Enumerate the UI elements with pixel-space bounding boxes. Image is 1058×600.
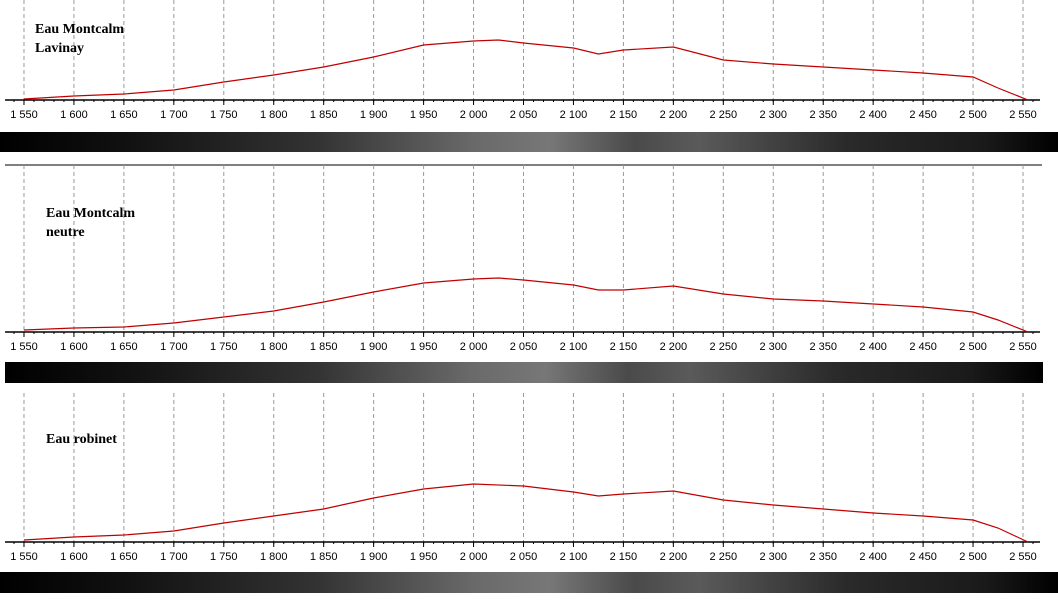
x-tick-label: 1 750 (210, 341, 238, 353)
x-tick-label: 2 100 (560, 109, 588, 121)
x-tick-label: 1 700 (160, 551, 188, 563)
spectrum-strip (0, 572, 1058, 593)
spectrum-line (23, 39, 1029, 101)
x-tick-label: 1 650 (110, 551, 138, 563)
x-tick-label: 2 400 (859, 109, 887, 121)
x-tick-label: 2 250 (710, 341, 738, 353)
x-tick-label: 1 600 (60, 341, 88, 353)
x-tick-label: 1 550 (10, 341, 38, 353)
x-tick-label: 1 650 (110, 109, 138, 121)
x-tick-label: 2 050 (510, 109, 538, 121)
x-tick-label: 2 200 (660, 341, 688, 353)
x-tick-label: 1 750 (210, 551, 238, 563)
x-tick-label: 2 450 (909, 551, 937, 563)
x-tick-label: 2 200 (660, 109, 688, 121)
x-tick-label: 2 500 (959, 341, 987, 353)
x-tick-label: 2 250 (710, 109, 738, 121)
x-tick-label: 2 200 (660, 551, 688, 563)
x-tick-label: 2 050 (510, 341, 538, 353)
x-tick-label: 1 750 (210, 109, 238, 121)
x-tick-label: 1 800 (260, 551, 288, 563)
x-tick-label: 2 150 (610, 109, 638, 121)
panel-title: Eau robinet (46, 432, 117, 447)
x-tick-label: 2 400 (859, 341, 887, 353)
x-tick-label: 1 550 (10, 551, 38, 563)
panel-title: Lavinay (35, 41, 84, 56)
x-tick-label: 1 950 (410, 341, 438, 353)
spectrum-line (23, 483, 1029, 543)
x-tick-label: 2 150 (610, 551, 638, 563)
x-tick-label: 2 150 (610, 341, 638, 353)
x-tick-label: 1 950 (410, 551, 438, 563)
x-tick-label: 1 650 (110, 341, 138, 353)
x-tick-label: 2 300 (759, 109, 787, 121)
x-tick-label: 1 700 (160, 341, 188, 353)
panel-title: Eau Montcalm (46, 206, 135, 221)
spectrum-strip (0, 132, 1058, 152)
x-tick-label: 2 000 (460, 341, 488, 353)
panel-title: Eau Montcalm (35, 22, 124, 37)
x-tick-label: 1 800 (260, 341, 288, 353)
x-tick-label: 1 550 (10, 109, 38, 121)
x-tick-label: 2 000 (460, 551, 488, 563)
panel-title: neutre (46, 225, 85, 240)
x-tick-label: 2 500 (959, 109, 987, 121)
x-tick-label: 1 900 (360, 341, 388, 353)
spectrum-line (23, 277, 1029, 333)
x-tick-label: 1 600 (60, 551, 88, 563)
x-tick-label: 2 450 (909, 341, 937, 353)
x-tick-label: 2 300 (759, 341, 787, 353)
x-tick-label: 2 450 (909, 109, 937, 121)
x-tick-label: 2 550 (1009, 341, 1037, 353)
x-tick-label: 2 400 (859, 551, 887, 563)
x-tick-label: 1 700 (160, 109, 188, 121)
x-tick-label: 2 500 (959, 551, 987, 563)
x-tick-label: 1 900 (360, 109, 388, 121)
x-tick-label: 1 850 (310, 551, 338, 563)
x-tick-label: 2 550 (1009, 109, 1037, 121)
x-tick-label: 2 550 (1009, 551, 1037, 563)
x-tick-label: 1 900 (360, 551, 388, 563)
x-tick-label: 2 300 (759, 551, 787, 563)
x-tick-label: 1 800 (260, 109, 288, 121)
x-tick-label: 1 850 (310, 341, 338, 353)
x-tick-label: 2 250 (710, 551, 738, 563)
x-tick-label: 2 350 (809, 551, 837, 563)
x-tick-label: 1 850 (310, 109, 338, 121)
x-tick-label: 2 350 (809, 109, 837, 121)
x-tick-label: 2 100 (560, 551, 588, 563)
x-tick-label: 2 000 (460, 109, 488, 121)
x-tick-label: 2 050 (510, 551, 538, 563)
x-tick-label: 2 350 (809, 341, 837, 353)
x-tick-label: 2 100 (560, 341, 588, 353)
x-tick-label: 1 950 (410, 109, 438, 121)
x-tick-label: 1 600 (60, 109, 88, 121)
spectrum-strip (5, 362, 1043, 383)
